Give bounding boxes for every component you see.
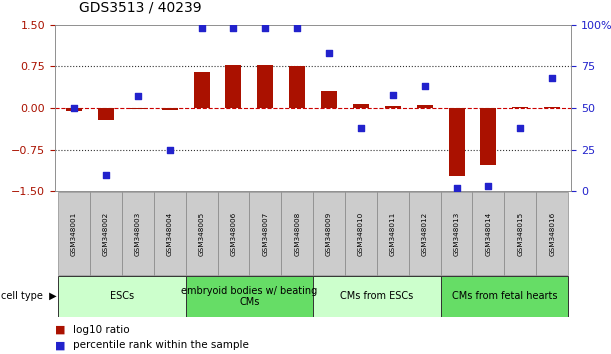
Text: ■: ■ [55, 325, 65, 335]
Text: GSM348016: GSM348016 [549, 212, 555, 256]
Text: percentile rank within the sample: percentile rank within the sample [73, 340, 249, 350]
Bar [321, 91, 337, 108]
Text: GDS3513 / 40239: GDS3513 / 40239 [79, 0, 202, 14]
FancyBboxPatch shape [313, 192, 345, 275]
Text: ESCs: ESCs [110, 291, 134, 302]
FancyBboxPatch shape [409, 192, 441, 275]
Text: GSM348010: GSM348010 [358, 212, 364, 256]
FancyBboxPatch shape [90, 192, 122, 275]
FancyBboxPatch shape [536, 192, 568, 275]
FancyBboxPatch shape [504, 192, 536, 275]
FancyBboxPatch shape [345, 192, 377, 275]
Bar [513, 107, 529, 108]
Text: GSM348013: GSM348013 [453, 212, 459, 256]
FancyBboxPatch shape [249, 192, 281, 275]
Bar [98, 108, 114, 120]
Text: GSM348004: GSM348004 [167, 212, 173, 256]
Bar [417, 105, 433, 108]
Point [388, 92, 398, 97]
FancyBboxPatch shape [186, 192, 218, 275]
FancyBboxPatch shape [58, 192, 90, 275]
Text: GSM348003: GSM348003 [135, 212, 141, 256]
Bar [385, 106, 401, 108]
Point [547, 75, 557, 81]
Point [133, 93, 143, 99]
Text: GSM348001: GSM348001 [71, 212, 77, 256]
Bar [194, 72, 210, 108]
Point [483, 183, 493, 189]
FancyBboxPatch shape [441, 192, 472, 275]
FancyBboxPatch shape [472, 192, 504, 275]
FancyBboxPatch shape [281, 192, 313, 275]
FancyBboxPatch shape [441, 276, 568, 317]
Text: GSM348009: GSM348009 [326, 212, 332, 256]
Point [324, 50, 334, 56]
FancyBboxPatch shape [313, 276, 441, 317]
Point [229, 25, 238, 31]
FancyBboxPatch shape [58, 276, 186, 317]
Text: embryoid bodies w/ beating
CMs: embryoid bodies w/ beating CMs [181, 286, 318, 307]
Text: GSM348002: GSM348002 [103, 212, 109, 256]
Bar [289, 67, 305, 108]
Text: GSM348007: GSM348007 [262, 212, 268, 256]
Text: GSM348015: GSM348015 [518, 212, 523, 256]
FancyBboxPatch shape [218, 192, 249, 275]
Text: GSM348006: GSM348006 [230, 212, 236, 256]
Point [69, 105, 79, 111]
Point [260, 25, 270, 31]
Text: GSM348012: GSM348012 [422, 212, 428, 256]
Point [420, 84, 430, 89]
Bar [162, 108, 178, 110]
Point [292, 25, 302, 31]
Bar [257, 65, 273, 108]
Point [165, 147, 175, 152]
FancyBboxPatch shape [377, 192, 409, 275]
Text: GSM348005: GSM348005 [199, 212, 205, 256]
Bar [225, 65, 241, 108]
Point [516, 125, 525, 131]
FancyBboxPatch shape [186, 276, 313, 317]
Text: log10 ratio: log10 ratio [73, 325, 130, 335]
Bar [66, 108, 82, 111]
Text: GSM348014: GSM348014 [485, 212, 491, 256]
Text: cell type  ▶: cell type ▶ [1, 291, 56, 302]
Text: CMs from fetal hearts: CMs from fetal hearts [452, 291, 557, 302]
Bar [544, 107, 560, 108]
Bar [353, 104, 369, 108]
Bar [448, 108, 464, 176]
Point [452, 185, 461, 191]
Point [101, 172, 111, 177]
Bar [130, 108, 146, 109]
Point [356, 125, 366, 131]
FancyBboxPatch shape [122, 192, 154, 275]
Bar [480, 108, 496, 165]
FancyBboxPatch shape [154, 192, 186, 275]
Text: GSM348008: GSM348008 [295, 212, 300, 256]
Text: ■: ■ [55, 340, 65, 350]
Point [197, 25, 207, 31]
Text: GSM348011: GSM348011 [390, 212, 396, 256]
Text: CMs from ESCs: CMs from ESCs [340, 291, 414, 302]
